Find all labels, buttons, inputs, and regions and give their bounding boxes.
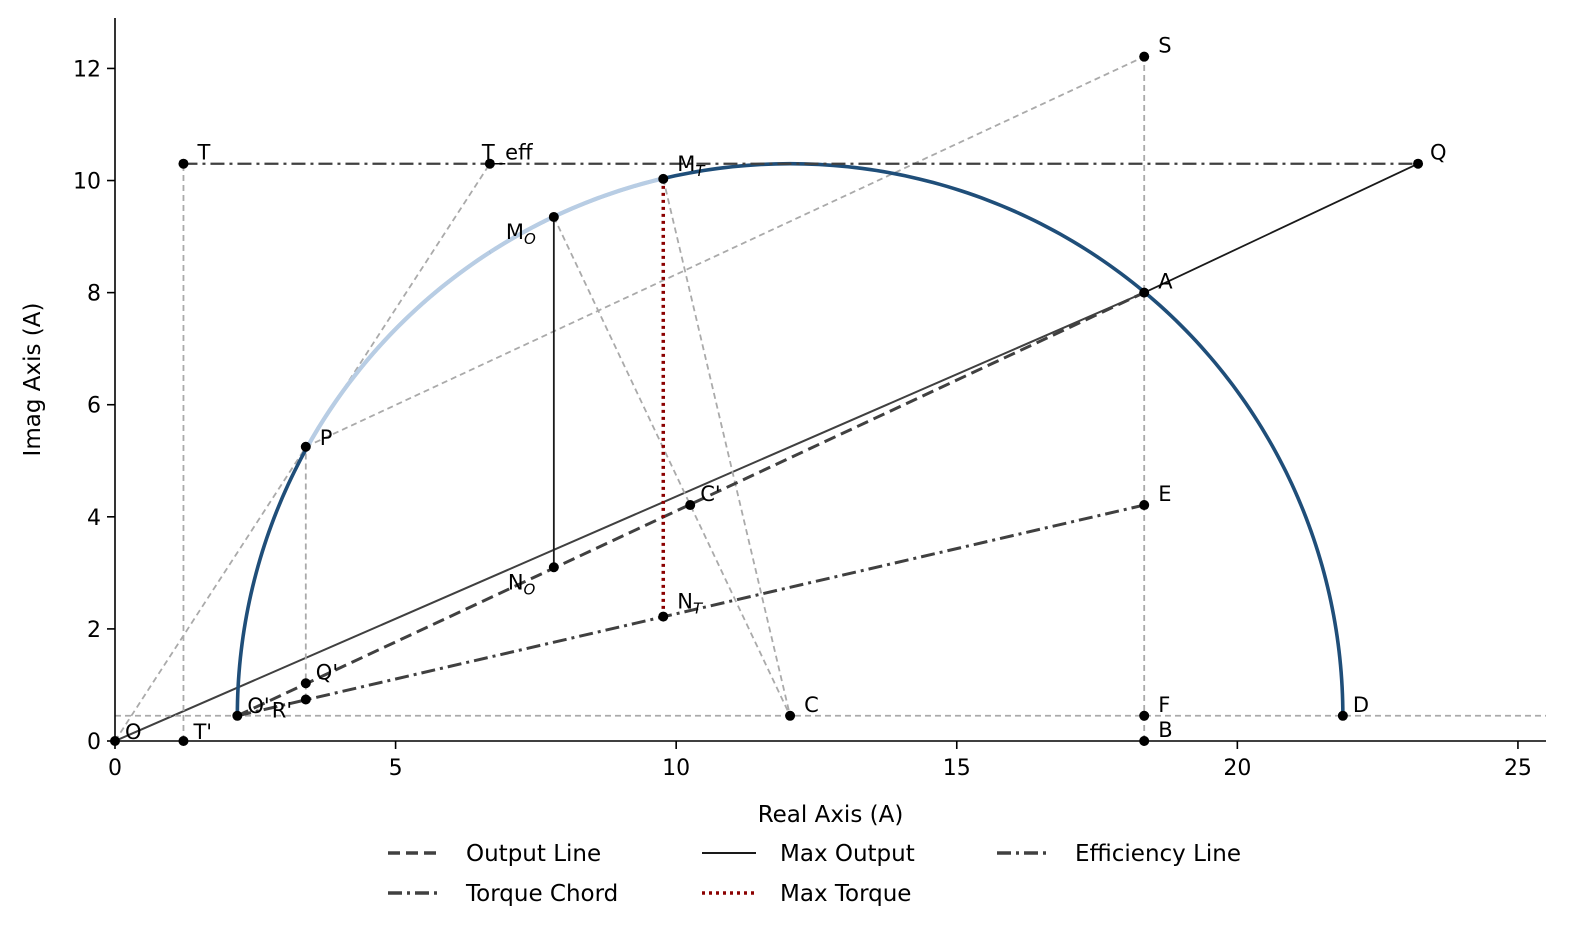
y-tick-label-2: 2 xyxy=(87,618,101,643)
arc-highlight-2 xyxy=(552,176,664,219)
point-MO xyxy=(548,211,559,222)
point-P xyxy=(300,441,311,452)
point-T xyxy=(178,158,189,169)
construction-line-1 xyxy=(1143,162,1419,294)
point-label-Qp: Q' xyxy=(316,660,338,684)
point-label-S: S xyxy=(1158,34,1171,58)
point-label-MO: MO xyxy=(506,220,536,248)
legend-label-torque-chord: Torque Chord xyxy=(465,881,618,907)
point-F xyxy=(1139,710,1150,721)
construction-line-8 xyxy=(553,216,791,717)
legend-label-max-torque: Max Torque xyxy=(780,881,911,907)
point-label-Cp: C' xyxy=(700,482,720,506)
construction-line-0 xyxy=(115,291,1145,741)
legend-label-max-output: Max Output xyxy=(780,841,915,867)
x-tick-label-15: 15 xyxy=(943,756,971,781)
point-label-Tp: T' xyxy=(192,720,212,744)
y-tick-label-4: 4 xyxy=(87,506,101,531)
point-label-NO: NO xyxy=(508,570,536,598)
series-output-line xyxy=(236,291,1145,718)
y-tick-label-10: 10 xyxy=(73,170,101,195)
y-axis-title: Imag Axis (A) xyxy=(20,303,46,457)
x-tick-label-10: 10 xyxy=(662,756,690,781)
point-label-A: A xyxy=(1158,270,1173,294)
point-label-P: P xyxy=(320,426,333,450)
legend-label-output-line: Output Line xyxy=(466,841,601,867)
point-label-Rp: R' xyxy=(272,699,292,723)
construction-lines-layer xyxy=(115,55,1546,741)
y-tick-label-6: 6 xyxy=(87,394,101,419)
point-Cp xyxy=(685,500,696,511)
point-D xyxy=(1337,710,1348,721)
arc-highlight-1 xyxy=(488,214,555,255)
point-Op xyxy=(232,710,243,721)
point-label-F: F xyxy=(1158,693,1170,717)
point-label-O: O xyxy=(125,720,142,744)
point-label-Q: Q xyxy=(1430,141,1447,165)
legend: Output Line Max Output Efficiency Line Torq… xyxy=(388,841,1241,907)
point-label-C: C xyxy=(804,693,819,717)
arc-highlight-0 xyxy=(303,250,492,451)
point-Rp xyxy=(300,694,311,705)
x-axis-title: Real Axis (A) xyxy=(758,802,904,828)
point-A xyxy=(1139,287,1150,298)
point-Teff xyxy=(484,158,495,169)
series-torque-chord xyxy=(236,503,1145,718)
x-tick-label-5: 5 xyxy=(389,756,403,781)
circle-locus-layer xyxy=(235,161,1345,716)
y-tick-label-12: 12 xyxy=(73,57,101,82)
point-C xyxy=(785,710,796,721)
axes-layer: 0 5 10 15 20 25 0 2 4 6 8 10 12 xyxy=(73,18,1546,781)
circle-locus-arc xyxy=(235,161,1345,716)
series-layer xyxy=(183,162,1419,718)
point-label-NT: NT xyxy=(677,590,704,618)
y-tick-label-0: 0 xyxy=(87,730,101,755)
point-NT xyxy=(658,611,669,622)
construction-line-9 xyxy=(662,178,791,716)
point-Q xyxy=(1413,158,1424,169)
legend-label-efficiency-line: Efficiency Line xyxy=(1075,841,1241,867)
point-label-E: E xyxy=(1158,482,1171,506)
point-E xyxy=(1139,500,1150,511)
point-label-MT: MT xyxy=(677,152,706,180)
point-label-Teff: T_eff xyxy=(481,141,533,166)
point-NO xyxy=(548,562,559,573)
construction-line-7 xyxy=(305,55,1145,448)
point-label-D: D xyxy=(1353,693,1369,717)
point-Qp xyxy=(300,678,311,689)
point-label-B: B xyxy=(1158,718,1172,742)
point-label-Op: O' xyxy=(247,694,269,718)
x-tick-label-20: 20 xyxy=(1223,756,1251,781)
x-tick-label-25: 25 xyxy=(1504,756,1532,781)
point-label-T: T xyxy=(196,141,210,165)
x-tick-label-0: 0 xyxy=(108,756,122,781)
y-tick-label-8: 8 xyxy=(87,282,101,307)
point-MT xyxy=(658,173,669,184)
points-layer: O O' T' R' Q' P T T_eff MO MT NO NT C' C D S Q A E FB xyxy=(110,34,1447,746)
point-S xyxy=(1139,51,1150,62)
